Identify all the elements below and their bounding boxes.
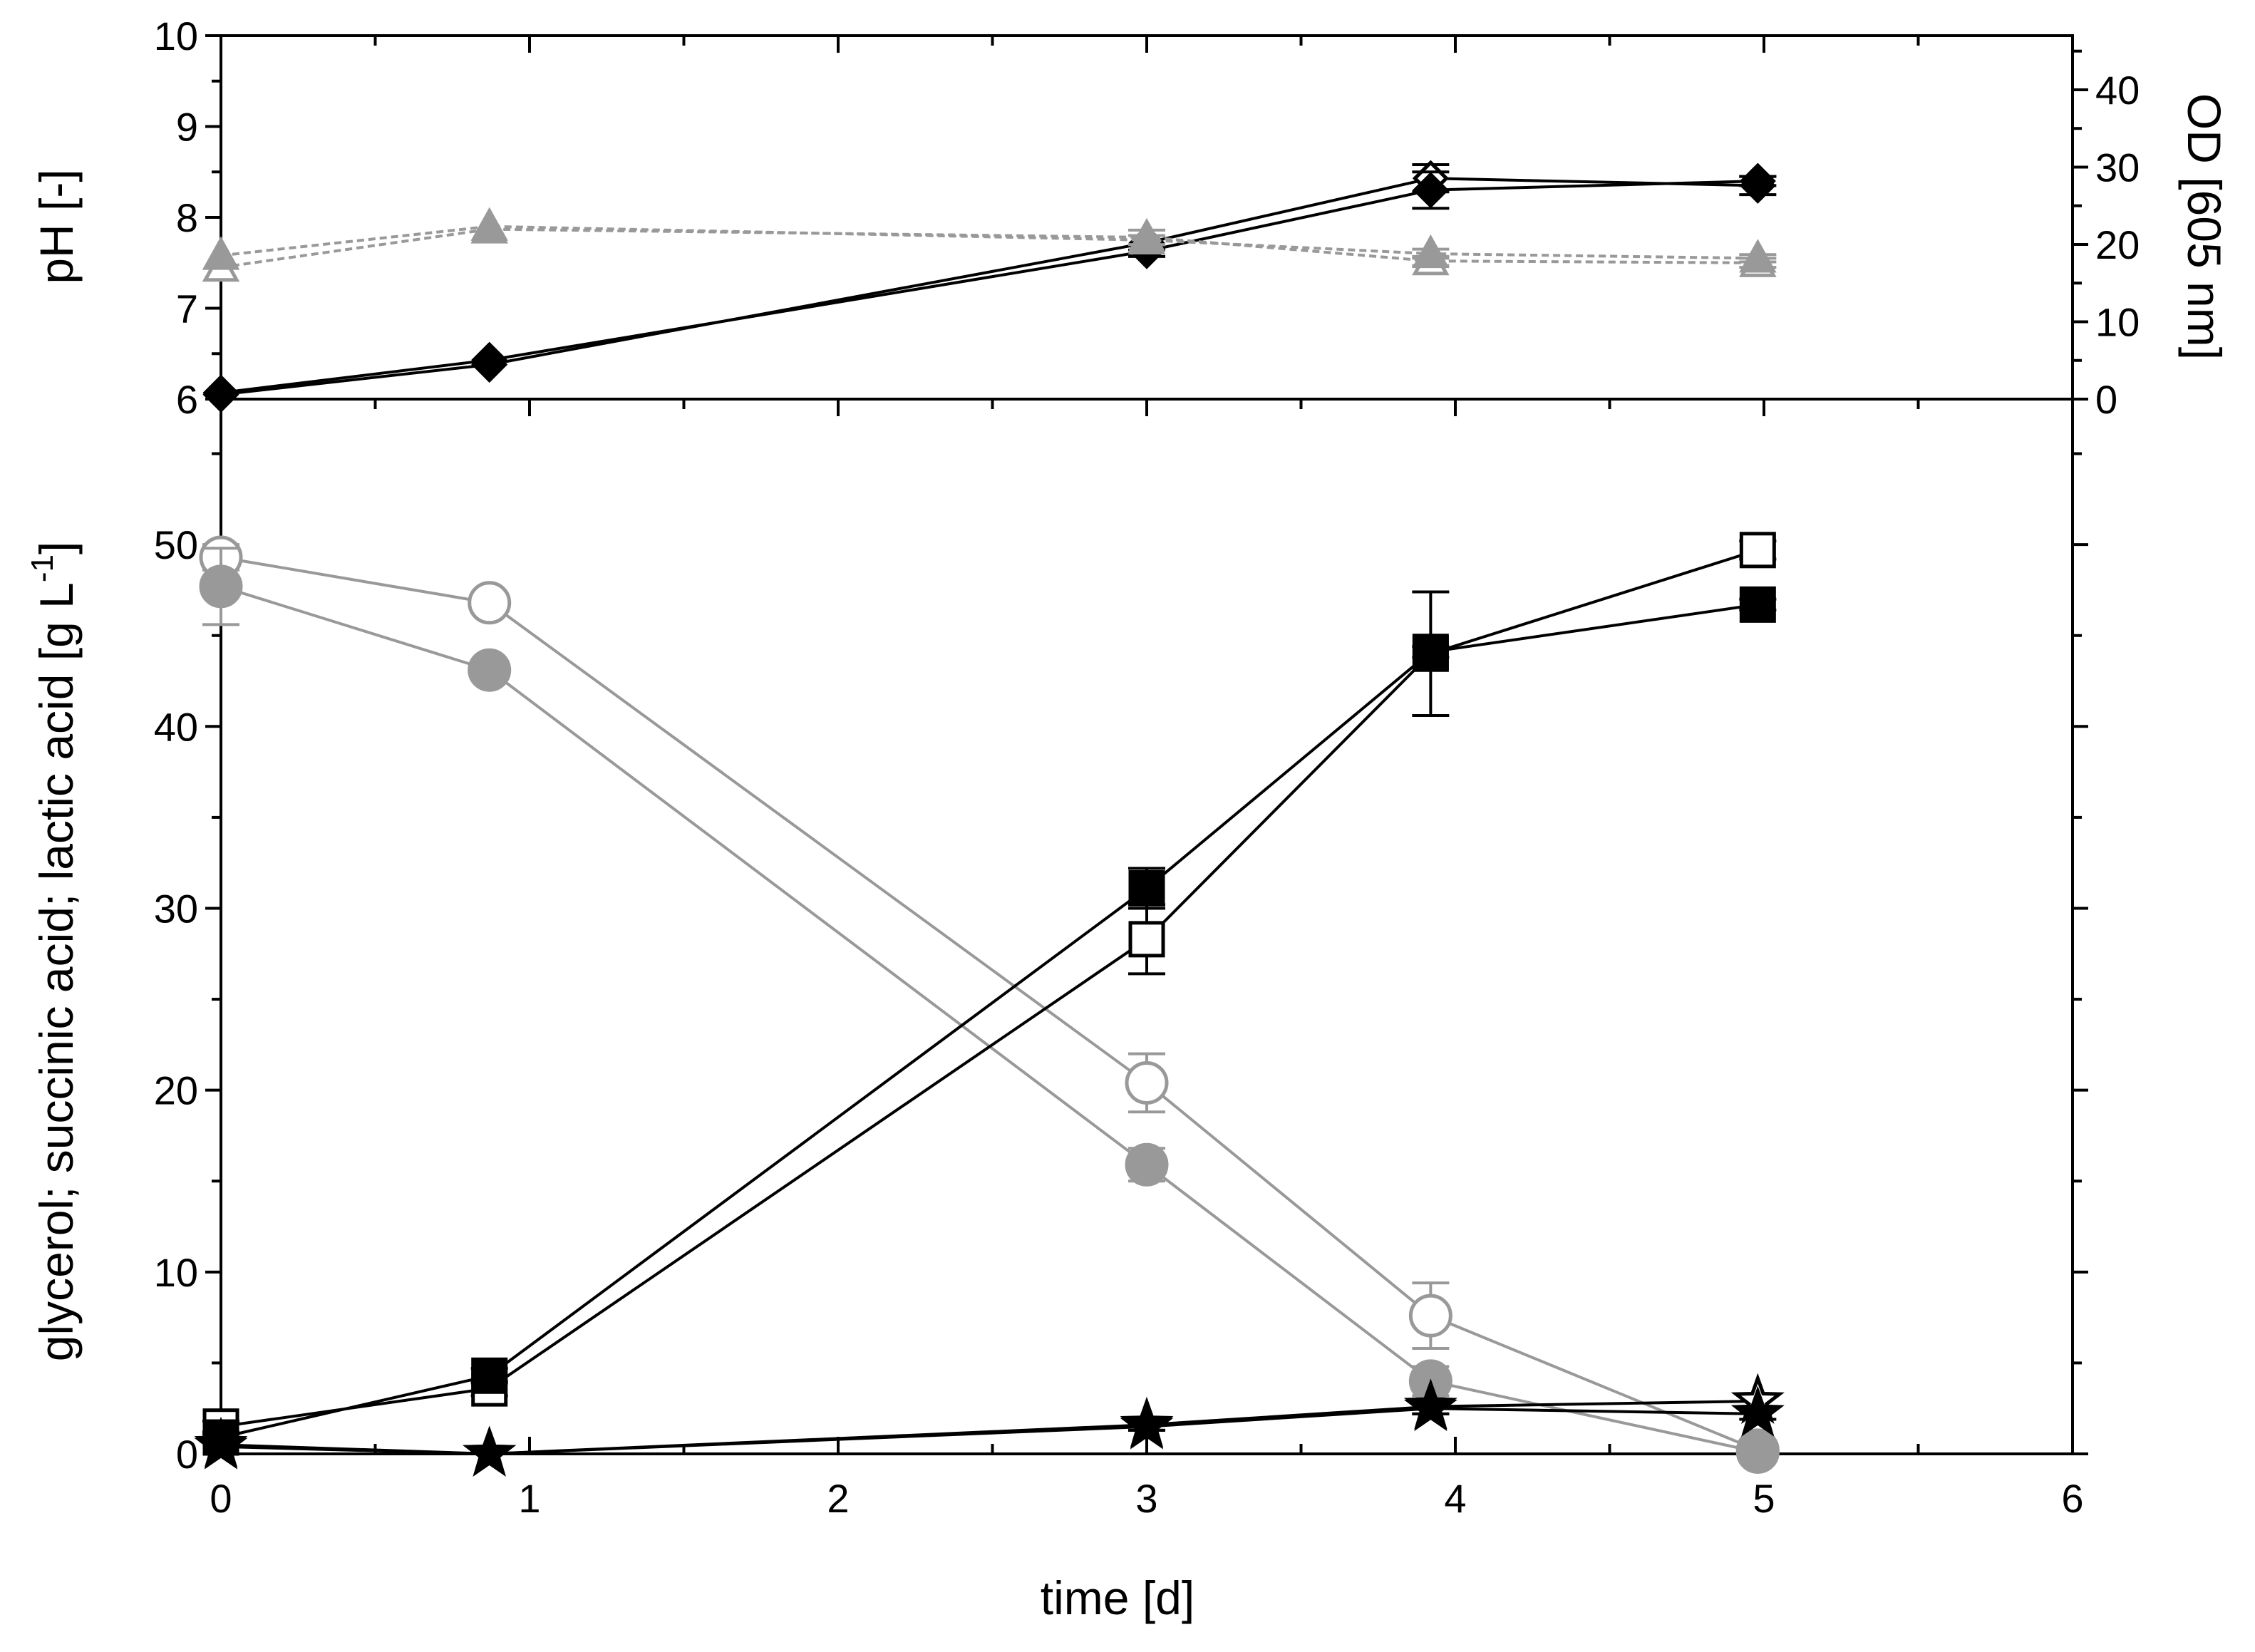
bottom-series-4 — [202, 586, 1777, 1456]
top-y-tick-label: 8 — [176, 195, 198, 240]
top-series-line — [220, 180, 1758, 395]
bottom-x-tick-label: 3 — [1135, 1476, 1157, 1521]
bottom-y-tick-label: 0 — [176, 1432, 198, 1477]
top-series-line — [220, 227, 1758, 269]
top-y-tick-label: 7 — [176, 286, 198, 331]
bottom-series-3 — [202, 532, 1777, 1445]
top-y-axis-title: pH [-] — [30, 169, 83, 284]
bottom-series-2 — [199, 547, 1780, 1474]
top-data-point — [1739, 239, 1777, 273]
bottom-x-tick-label: 6 — [2061, 1476, 2083, 1521]
top-series-1 — [202, 160, 1777, 413]
bottom-data-point — [199, 564, 243, 609]
top-y2-axis-title: OD [605 nm] — [2178, 93, 2231, 360]
bottom-data-point — [1408, 1294, 1452, 1338]
bottom-y-tick-label: 40 — [154, 704, 198, 749]
top-series-3 — [202, 210, 1777, 282]
top-data-point — [1739, 162, 1776, 200]
bottom-series-6 — [194, 1380, 1785, 1477]
bottom-series-line — [220, 584, 1758, 1454]
bottom-data-point — [1739, 532, 1776, 569]
top-series-4 — [202, 207, 1777, 273]
bottom-y-axis-title-end: ] — [30, 542, 83, 554]
bottom-y-tick-label: 10 — [154, 1250, 198, 1295]
bottom-data-point — [1128, 921, 1165, 958]
bottom-data-point — [468, 648, 512, 692]
top-series-line — [220, 177, 1758, 396]
bottom-data-point — [1403, 1380, 1457, 1432]
bottom-data-point — [1125, 1060, 1169, 1105]
bottom-y-axis-title: glycerol; succinic acid; lactic acid [g … — [25, 542, 83, 1362]
top-y-tick-label: 9 — [176, 105, 198, 150]
top-data-point — [1128, 220, 1166, 254]
top-y2-tick-label: 20 — [2095, 222, 2140, 267]
bottom-y-axis-title-main: glycerol; succinic acid; lactic acid [g … — [30, 582, 83, 1361]
bottom-x-tick-label: 2 — [827, 1476, 849, 1521]
bottom-data-point — [1128, 869, 1165, 907]
top-panel: 6 7 8 9 10 0 10 20 30 40 — [154, 14, 2140, 422]
top-data-point — [471, 341, 508, 378]
bottom-panel: 0 1 2 3 4 5 6 0 10 20 30 40 50 — [154, 398, 2088, 1521]
bottom-data-point — [1735, 1430, 1780, 1474]
bottom-x-tick-label: 5 — [1753, 1476, 1775, 1521]
top-y-tick-label: 6 — [176, 377, 198, 422]
bottom-x-tick-label: 4 — [1444, 1476, 1466, 1521]
top-y-tick-label: 10 — [154, 14, 198, 58]
bottom-data-point — [471, 1357, 508, 1394]
bottom-x-tick-label: 0 — [210, 1476, 232, 1521]
top-plot-frame — [220, 34, 2074, 401]
bottom-y-axis-title-sup: -1 — [25, 554, 60, 582]
top-y2-tick-label: 0 — [2095, 377, 2117, 422]
top-y2-tick-label: 40 — [2095, 68, 2140, 113]
bottom-series-line — [220, 603, 1758, 1439]
bottom-y-tick-label: 20 — [154, 1068, 198, 1113]
bottom-y-tick-label: 50 — [154, 522, 198, 567]
top-data-point — [1412, 234, 1450, 269]
top-y2-tick-label: 10 — [2095, 299, 2140, 344]
top-data-point — [202, 236, 240, 270]
bottom-data-point — [1125, 1142, 1169, 1187]
bottom-data-point — [1120, 1398, 1174, 1450]
bottom-data-point — [1412, 634, 1449, 671]
bottom-y-tick-label: 30 — [154, 886, 198, 931]
bottom-data-point — [468, 581, 512, 625]
bottom-series-5 — [194, 1373, 1785, 1477]
bottom-data-point — [463, 1425, 517, 1477]
bottom-x-tick-label: 1 — [518, 1476, 540, 1521]
top-data-point — [470, 207, 508, 241]
bottom-data-point — [1730, 1385, 1785, 1437]
bottom-series-line — [220, 548, 1758, 1428]
top-y2-tick-label: 30 — [2095, 145, 2140, 190]
x-axis-title: time [d] — [1041, 1571, 1194, 1624]
bottom-data-point — [194, 1418, 248, 1470]
top-data-point — [1412, 172, 1449, 209]
top-series-2 — [202, 162, 1777, 411]
bottom-data-point — [1739, 586, 1776, 623]
top-series-line — [220, 224, 1758, 260]
